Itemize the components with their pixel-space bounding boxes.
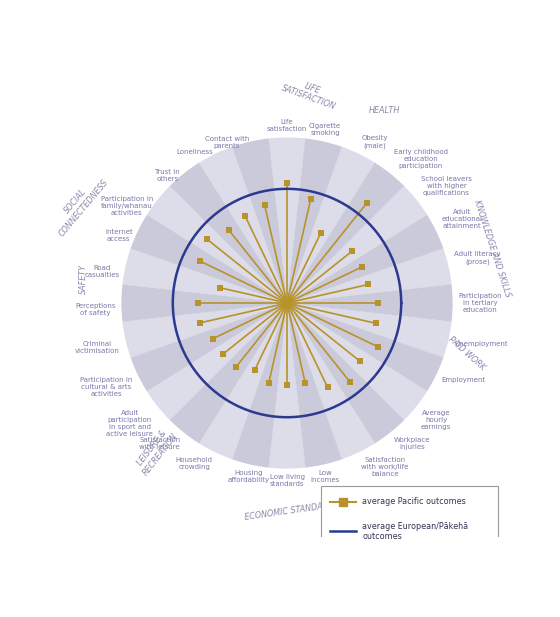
Text: HEALTH: HEALTH (368, 106, 400, 115)
Text: average Pacific outcomes: average Pacific outcomes (362, 497, 466, 506)
Text: Unemployment: Unemployment (454, 341, 508, 347)
Wedge shape (232, 303, 287, 468)
Text: Internet
access: Internet access (105, 229, 133, 242)
Wedge shape (287, 303, 404, 443)
Text: LEISURE &
RECREATION: LEISURE & RECREATION (133, 425, 180, 477)
Text: Workplace
injuries: Workplace injuries (394, 437, 430, 450)
Text: Obesity
(male): Obesity (male) (361, 135, 388, 149)
FancyBboxPatch shape (321, 486, 498, 552)
Text: Participation in
family/whanau
activities: Participation in family/whanau activitie… (101, 196, 153, 216)
Wedge shape (287, 303, 451, 358)
Text: Early childhood
education
participation: Early childhood education participation (394, 149, 448, 169)
Text: Contact with
parents: Contact with parents (204, 136, 249, 149)
Text: ECONOMIC STANDARD OF LIVING: ECONOMIC STANDARD OF LIVING (244, 495, 377, 522)
Wedge shape (287, 303, 375, 459)
Text: Satisfaction
with work/life
balance: Satisfaction with work/life balance (361, 457, 409, 478)
Text: PAID WORK: PAID WORK (446, 335, 487, 373)
Wedge shape (287, 303, 342, 468)
Text: Adult
participation
in sport and
active leisure: Adult participation in sport and active … (106, 410, 153, 437)
Text: Participation in
cultural & arts
activities: Participation in cultural & arts activit… (80, 378, 133, 397)
Text: KNOWLEDGE AND SKILLS: KNOWLEDGE AND SKILLS (472, 199, 512, 299)
Text: Employment: Employment (441, 378, 486, 383)
Wedge shape (122, 284, 287, 321)
Wedge shape (287, 248, 451, 303)
Wedge shape (123, 248, 287, 303)
Text: average European/Pākehā
outcomes: average European/Pākehā outcomes (362, 522, 469, 541)
Text: Housing
affordability: Housing affordability (228, 470, 270, 483)
Wedge shape (268, 303, 306, 469)
Wedge shape (287, 186, 427, 303)
Wedge shape (170, 163, 287, 303)
Wedge shape (287, 303, 444, 391)
Wedge shape (287, 138, 342, 303)
Wedge shape (147, 186, 287, 303)
Wedge shape (268, 138, 306, 303)
Wedge shape (287, 163, 404, 303)
Text: Adult literacy
(prose): Adult literacy (prose) (454, 251, 501, 265)
Text: School leavers
with higher
qualifications: School leavers with higher qualification… (421, 176, 472, 196)
Text: Participation
in tertiary
education: Participation in tertiary education (458, 293, 502, 313)
Text: Adult
educational
attainment: Adult educational attainment (441, 209, 482, 229)
Text: Average
hourly
earnings: Average hourly earnings (421, 410, 451, 430)
Wedge shape (199, 303, 287, 459)
Text: Household
crowding: Household crowding (176, 457, 213, 470)
Text: Criminal
victimisation: Criminal victimisation (75, 341, 120, 354)
Wedge shape (199, 147, 287, 303)
Text: Low
incomes: Low incomes (310, 470, 340, 483)
Text: Road
casualties: Road casualties (85, 265, 120, 278)
Wedge shape (287, 303, 427, 420)
Wedge shape (287, 215, 444, 303)
Text: Perceptions
of safety: Perceptions of safety (75, 303, 116, 316)
Wedge shape (147, 303, 287, 420)
Text: LIFE
SATISFACTION: LIFE SATISFACTION (281, 74, 341, 112)
Wedge shape (287, 147, 375, 303)
Text: Loneliness: Loneliness (176, 149, 213, 155)
Text: Trust in
others: Trust in others (155, 169, 180, 182)
Wedge shape (170, 303, 287, 443)
Text: Life
satisfaction: Life satisfaction (267, 118, 307, 131)
Wedge shape (123, 303, 287, 358)
Text: Cigarette
smoking: Cigarette smoking (309, 123, 341, 136)
Wedge shape (130, 215, 287, 303)
Wedge shape (287, 284, 452, 321)
Text: Satisfaction
with leisure: Satisfaction with leisure (139, 437, 180, 450)
Wedge shape (130, 303, 287, 391)
Text: SAFETY: SAFETY (79, 264, 88, 294)
Wedge shape (232, 138, 287, 303)
Text: SOCIAL
CONNECTEDNESS: SOCIAL CONNECTEDNESS (49, 171, 110, 238)
Text: Low living
standards: Low living standards (269, 474, 305, 487)
